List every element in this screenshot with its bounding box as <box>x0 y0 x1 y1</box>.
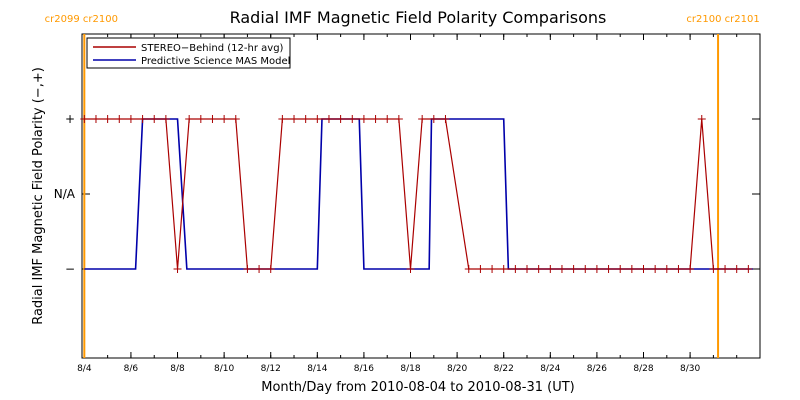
data-point-stereo <box>441 115 450 123</box>
x-tick-label: 8/20 <box>447 364 467 374</box>
series-line-stereo <box>84 118 749 270</box>
data-point-stereo <box>499 265 508 273</box>
data-point-stereo <box>581 265 590 273</box>
legend: STEREO−Behind (12-hr avg) Predictive Sci… <box>86 37 291 69</box>
data-point-stereo <box>348 115 357 123</box>
x-tick-label: 8/16 <box>354 364 374 374</box>
data-point-stereo <box>592 265 601 273</box>
data-point-stereo <box>336 115 345 123</box>
data-point-stereo <box>80 115 89 123</box>
data-point-stereo <box>686 265 695 273</box>
series-line-mas <box>84 118 754 270</box>
data-point-stereo <box>639 265 648 273</box>
y-tick-label: − <box>65 262 75 276</box>
data-point-stereo <box>418 115 427 123</box>
x-tick-label: 8/18 <box>400 364 420 374</box>
legend-box <box>86 37 291 69</box>
data-point-stereo <box>103 115 112 123</box>
data-point-stereo <box>429 115 438 123</box>
data-point-stereo <box>266 265 275 273</box>
x-tick-label: 8/26 <box>587 364 607 374</box>
data-point-stereo <box>406 265 415 273</box>
carrington-label: cr2100 cr2101 <box>686 14 759 25</box>
data-point-stereo <box>208 115 217 123</box>
data-point-stereo <box>150 115 159 123</box>
carrington-label: cr2099 cr2100 <box>45 14 118 25</box>
data-point-stereo <box>126 115 135 123</box>
x-tick-label: 8/4 <box>77 364 92 374</box>
data-point-stereo <box>616 265 625 273</box>
x-tick-label: 8/14 <box>307 364 327 374</box>
data-point-stereo <box>662 265 671 273</box>
data-point-stereo <box>732 265 741 273</box>
data-point-stereo <box>161 115 170 123</box>
data-point-stereo <box>220 115 229 123</box>
chart-title: Radial IMF Magnetic Field Polarity Compa… <box>230 8 607 27</box>
x-tick-label: 8/24 <box>540 364 560 374</box>
data-point-stereo <box>511 265 520 273</box>
data-point-stereo <box>604 265 613 273</box>
data-point-stereo <box>557 265 566 273</box>
y-tick-label: + <box>65 112 75 126</box>
data-point-stereo <box>185 115 194 123</box>
x-tick-label: 8/22 <box>494 364 514 374</box>
data-point-stereo <box>744 265 753 273</box>
data-point-stereo <box>301 115 310 123</box>
data-point-stereo <box>278 115 287 123</box>
data-point-stereo <box>290 115 299 123</box>
y-axis-title: Radial IMF Magnetic Field Polarity (−,+) <box>31 67 46 325</box>
data-point-stereo <box>464 265 473 273</box>
data-point-stereo <box>488 265 497 273</box>
x-tick-label: 8/10 <box>214 364 234 374</box>
x-tick-label: 8/12 <box>261 364 281 374</box>
data-point-stereo <box>534 265 543 273</box>
x-tick-label: 8/8 <box>170 364 185 374</box>
data-point-stereo <box>674 265 683 273</box>
data-point-stereo <box>359 115 368 123</box>
x-tick-label: 8/30 <box>680 364 700 374</box>
data-point-stereo <box>115 115 124 123</box>
data-point-stereo <box>721 265 730 273</box>
data-point-stereo <box>569 265 578 273</box>
legend-label-mas: Predictive Science MAS Model <box>141 56 290 67</box>
data-point-stereo <box>697 115 706 123</box>
data-point-stereo <box>627 265 636 273</box>
data-point-stereo <box>371 115 380 123</box>
plot-frame <box>81 33 761 359</box>
x-tick-label: 8/6 <box>124 364 139 374</box>
data-point-stereo <box>243 265 252 273</box>
data-point-stereo <box>651 265 660 273</box>
data-point-stereo <box>476 265 485 273</box>
data-point-stereo <box>523 265 532 273</box>
data-point-stereo <box>231 115 240 123</box>
y-axis: + N/A − <box>54 112 760 276</box>
data-point-stereo <box>324 115 333 123</box>
y-tick-label: N/A <box>54 187 76 201</box>
x-axis: 8/4 8/6 8/8 8/10 8/12 8/14 8/16 8/18 8/20 8/22 8/2… <box>77 34 738 374</box>
data-point-stereo <box>709 265 718 273</box>
data-point-stereo <box>196 115 205 123</box>
data-point-stereo <box>383 115 392 123</box>
x-axis-title: Month/Day from 2010-08-04 to 2010-08-31 … <box>261 380 574 395</box>
series-layer <box>80 115 754 273</box>
data-point-stereo <box>313 115 322 123</box>
carrington-markers: cr2099 cr2100 cr2100 cr2101 <box>45 14 760 358</box>
data-point-stereo <box>138 115 147 123</box>
x-tick-label: 8/28 <box>633 364 653 374</box>
data-point-stereo <box>546 265 555 273</box>
data-point-stereo <box>394 115 403 123</box>
data-point-stereo <box>255 265 264 273</box>
data-point-stereo <box>173 265 182 273</box>
legend-label-stereo: STEREO−Behind (12-hr avg) <box>141 43 284 54</box>
data-point-stereo <box>91 115 100 123</box>
